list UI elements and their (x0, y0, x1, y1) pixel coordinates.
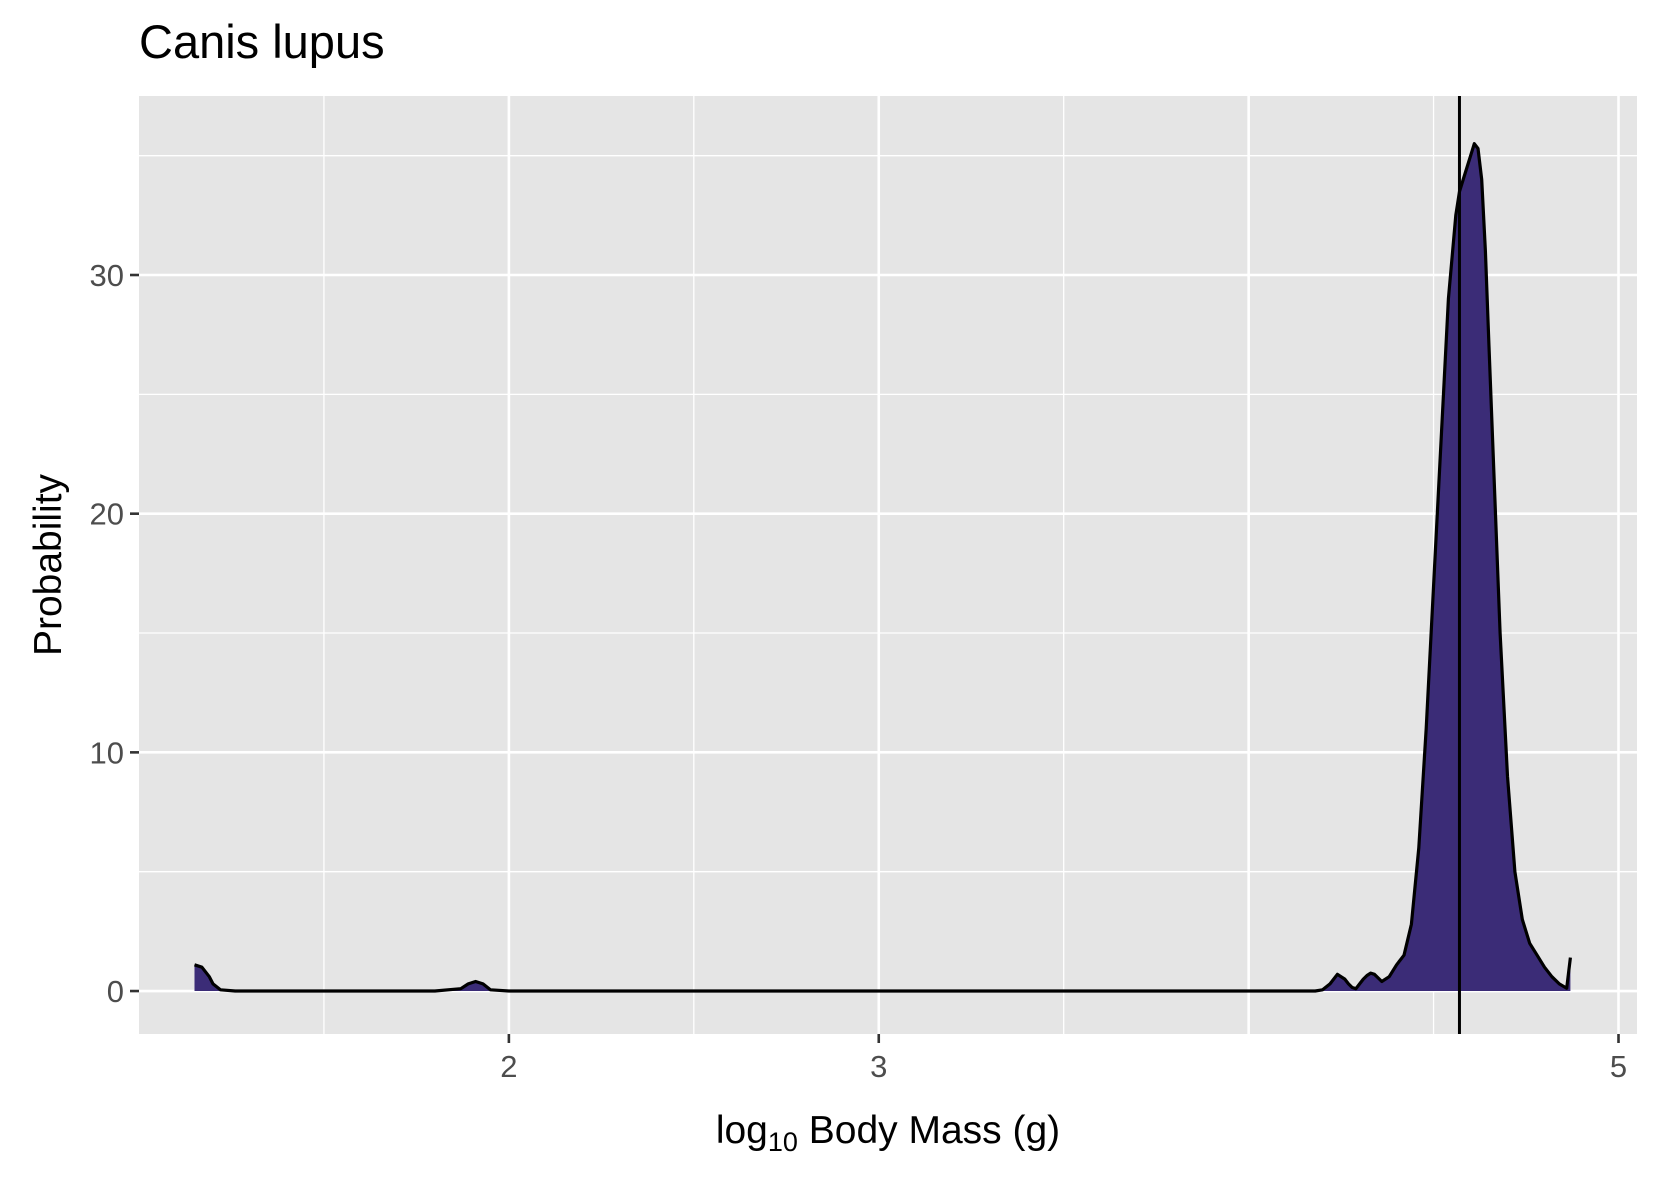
plot-panel (139, 96, 1637, 1034)
y-axis-title: Probability (27, 473, 70, 656)
y-tick-label: 10 (90, 735, 124, 770)
density-line (194, 142, 1572, 993)
density-area (194, 143, 1571, 991)
y-tick-label: 30 (90, 258, 124, 293)
x-axis-title-log: log (716, 1109, 768, 1152)
x-axis-title-subscript: 10 (768, 1127, 798, 1157)
major-gridlines (139, 96, 1637, 1034)
chart-title: Canis lupus (139, 15, 385, 68)
y-tick-label: 20 (90, 497, 124, 532)
x-tick-label: 3 (870, 1049, 887, 1084)
axis-ticks: 2 3 5 0 10 20 30 (90, 258, 1628, 1084)
minor-gridlines (139, 96, 1637, 1034)
x-tick-label: 5 (1610, 1049, 1627, 1084)
y-tick-label: 0 (107, 974, 124, 1009)
x-axis-title-rest: Body Mass (g) (798, 1109, 1060, 1152)
x-tick-label: 2 (500, 1049, 517, 1084)
x-axis-title: log10 Body Mass (g) (716, 1109, 1060, 1157)
